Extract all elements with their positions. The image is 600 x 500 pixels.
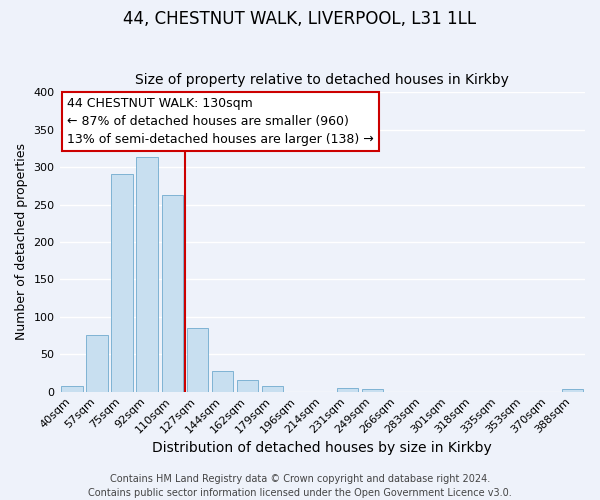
Text: 44, CHESTNUT WALK, LIVERPOOL, L31 1LL: 44, CHESTNUT WALK, LIVERPOOL, L31 1LL bbox=[124, 10, 476, 28]
Title: Size of property relative to detached houses in Kirkby: Size of property relative to detached ho… bbox=[136, 73, 509, 87]
Bar bbox=[187, 328, 208, 392]
Bar bbox=[212, 370, 233, 392]
Bar bbox=[112, 174, 133, 392]
Bar bbox=[136, 158, 158, 392]
Bar bbox=[161, 195, 183, 392]
Bar bbox=[61, 386, 83, 392]
Bar bbox=[86, 334, 108, 392]
Bar bbox=[236, 380, 258, 392]
X-axis label: Distribution of detached houses by size in Kirkby: Distribution of detached houses by size … bbox=[152, 441, 492, 455]
Bar bbox=[562, 390, 583, 392]
Bar bbox=[262, 386, 283, 392]
Bar bbox=[337, 388, 358, 392]
Bar bbox=[362, 388, 383, 392]
Text: Contains HM Land Registry data © Crown copyright and database right 2024.
Contai: Contains HM Land Registry data © Crown c… bbox=[88, 474, 512, 498]
Text: 44 CHESTNUT WALK: 130sqm
← 87% of detached houses are smaller (960)
13% of semi-: 44 CHESTNUT WALK: 130sqm ← 87% of detach… bbox=[67, 97, 374, 146]
Y-axis label: Number of detached properties: Number of detached properties bbox=[15, 144, 28, 340]
